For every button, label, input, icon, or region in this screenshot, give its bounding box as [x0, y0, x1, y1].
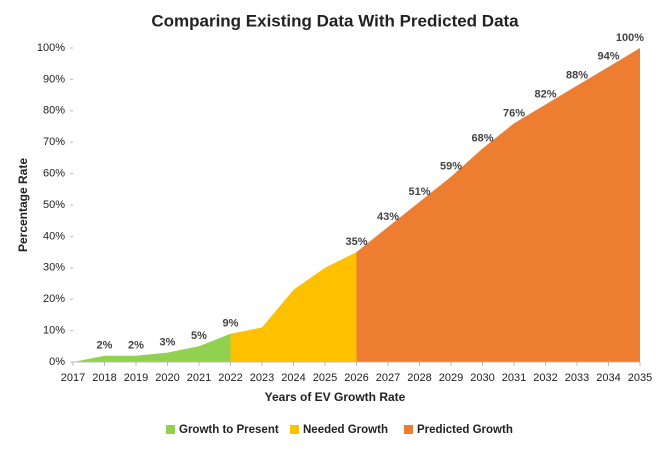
x-tick-label: 2023	[250, 372, 274, 384]
value-label: 35%	[345, 236, 367, 248]
chart-title: Comparing Existing Data With Predicted D…	[151, 11, 519, 30]
legend-label: Growth to Present	[179, 424, 279, 436]
y-tick-label: 90%	[43, 73, 65, 85]
x-tick-label: 2029	[439, 372, 463, 384]
area	[230, 252, 357, 362]
value-label: 76%	[503, 107, 525, 119]
x-tick-label: 2034	[596, 372, 620, 384]
value-label: 94%	[597, 51, 619, 63]
x-tick-label: 2026	[344, 372, 368, 384]
value-label: 2%	[97, 340, 113, 352]
area	[356, 48, 640, 362]
y-tick-label: 100%	[37, 42, 65, 54]
x-tick-label: 2033	[565, 372, 589, 384]
y-tick-label: 50%	[43, 199, 65, 211]
value-label: 2%	[128, 340, 144, 352]
y-tick-label: 0%	[49, 356, 65, 368]
x-tick-label: 2022	[218, 372, 242, 384]
x-tick-label: 2028	[407, 372, 431, 384]
x-tick-label: 2025	[313, 372, 337, 384]
y-tick-label: 80%	[43, 105, 65, 117]
x-tick-label: 2021	[187, 372, 211, 384]
x-tick-label: 2017	[61, 372, 85, 384]
x-tick-label: 2035	[628, 372, 652, 384]
x-tick-label: 2031	[502, 372, 526, 384]
x-tick-label: 2018	[92, 372, 116, 384]
area	[73, 333, 231, 362]
y-tick-label: 10%	[43, 325, 65, 337]
y-tick-label: 70%	[43, 136, 65, 148]
value-label: 88%	[566, 70, 588, 82]
value-label: 43%	[377, 211, 399, 223]
value-label: 59%	[440, 161, 462, 173]
y-tick-label: 20%	[43, 293, 65, 305]
legend-swatch	[290, 425, 299, 434]
value-label: 3%	[160, 336, 176, 348]
value-label: 51%	[408, 186, 430, 198]
legend-label: Predicted Growth	[417, 424, 513, 436]
x-tick-label: 2027	[376, 372, 400, 384]
value-label: 82%	[534, 88, 556, 100]
y-tick-label: 60%	[43, 168, 65, 180]
y-tick-label: 30%	[43, 262, 65, 274]
legend-swatch	[404, 425, 413, 434]
value-label: 5%	[191, 330, 207, 342]
value-label: 100%	[616, 32, 644, 44]
x-tick-label: 2020	[155, 372, 179, 384]
x-tick-label: 2032	[533, 372, 557, 384]
x-tick-label: 2024	[281, 372, 305, 384]
value-label: 68%	[471, 132, 493, 144]
legend-swatch	[166, 425, 175, 434]
x-tick-label: 2019	[124, 372, 148, 384]
legend-label: Needed Growth	[303, 424, 388, 436]
x-axis-label: Years of EV Growth Rate	[265, 390, 406, 404]
value-label: 9%	[223, 318, 239, 330]
y-axis-label: Percentage Rate	[16, 158, 30, 252]
x-tick-label: 2030	[470, 372, 494, 384]
y-tick-label: 40%	[43, 230, 65, 242]
